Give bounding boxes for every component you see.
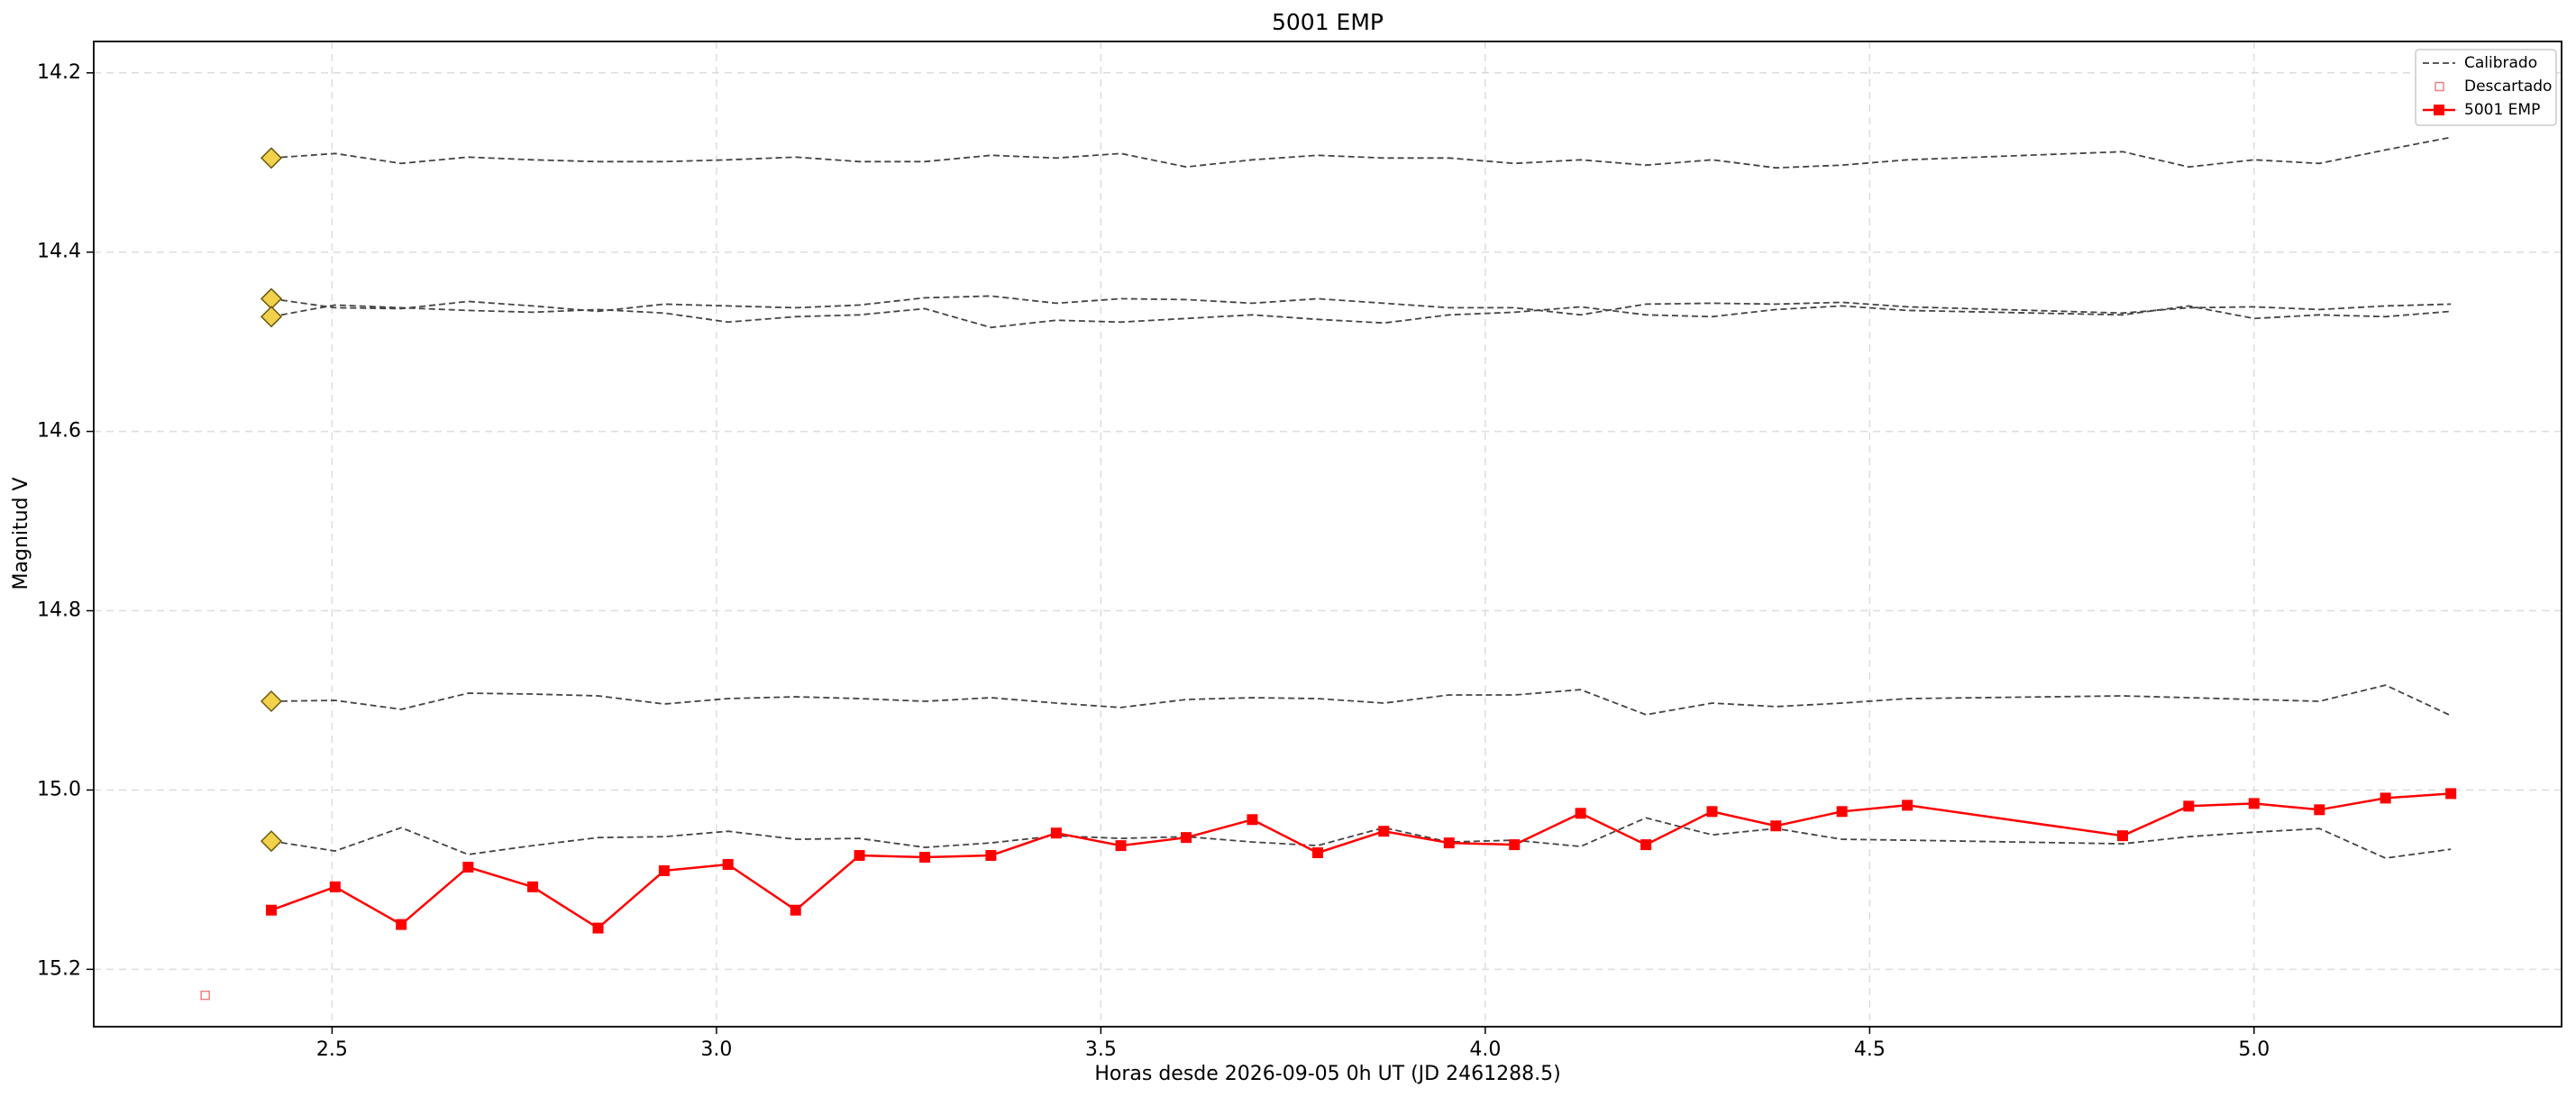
- y-tick-label: 14.6: [37, 420, 81, 443]
- calibrated-marker: [260, 830, 283, 853]
- target-point: [722, 858, 734, 870]
- x-tick-label: 2.5: [316, 1038, 348, 1061]
- calibrated-line: [270, 136, 2452, 169]
- legend-label: 5001 EMP: [2464, 101, 2540, 119]
- target-point: [2248, 798, 2260, 809]
- target-point: [592, 922, 604, 934]
- target-point: [1181, 832, 1192, 844]
- target-point: [527, 881, 539, 892]
- target-point: [658, 864, 670, 876]
- y-tick-label: 15.0: [37, 778, 81, 800]
- calibrated-line: [270, 684, 2452, 717]
- calibrated-line: [270, 817, 2452, 859]
- target-point: [1706, 806, 1718, 818]
- y-tick-label: 14.2: [37, 61, 81, 84]
- y-tick-label: 14.8: [37, 599, 81, 622]
- target-point: [854, 850, 865, 862]
- y-tick-label: 15.2: [37, 957, 81, 980]
- y-axis-label: Magnitud V: [10, 477, 32, 590]
- target-point: [790, 904, 801, 916]
- target-point: [985, 850, 997, 862]
- target-point: [1902, 800, 1914, 811]
- target-point: [1247, 814, 1258, 826]
- target-point: [1311, 847, 1323, 859]
- target-point: [1836, 806, 1848, 818]
- target-point: [329, 881, 341, 892]
- target-point: [396, 919, 407, 930]
- x-tick-label: 5.0: [2238, 1038, 2270, 1061]
- target-point: [1115, 840, 1127, 852]
- target-point: [1575, 808, 1586, 819]
- legend-label: Descartado: [2464, 78, 2552, 96]
- x-tick-label: 4.5: [1854, 1038, 1886, 1061]
- calibrated-marker: [260, 690, 283, 713]
- target-point: [462, 861, 474, 873]
- legend-swatch: [2434, 81, 2444, 92]
- target-point: [2445, 788, 2457, 800]
- target-point: [1509, 839, 1521, 851]
- target-point: [1050, 827, 1062, 839]
- plot-frame: [93, 41, 2562, 1028]
- legend-swatch: [2434, 105, 2444, 115]
- calibrated-line: [270, 304, 2452, 329]
- target-point: [1378, 826, 1390, 837]
- x-axis-label: Horas desde 2026-09-05 0h UT (JD 2461288…: [1094, 1063, 1560, 1085]
- target-point: [1443, 837, 1455, 849]
- target-point: [2314, 804, 2325, 816]
- legend-box: [2415, 49, 2557, 126]
- calibrated-marker: [260, 288, 283, 310]
- y-tick-label: 14.4: [37, 241, 81, 263]
- legend-label: Calibrado: [2464, 54, 2537, 72]
- target-line: [270, 792, 2452, 930]
- target-point: [1640, 839, 1652, 851]
- target-point: [266, 904, 278, 916]
- discarded-point: [200, 990, 210, 1001]
- target-point: [2183, 800, 2195, 812]
- chart-title: 5001 EMP: [1272, 9, 1384, 35]
- target-point: [919, 852, 931, 864]
- target-point: [2380, 792, 2391, 804]
- target-point: [1770, 820, 1782, 832]
- calibrated-marker: [260, 147, 283, 169]
- calibrated-marker: [260, 306, 283, 328]
- target-point: [2116, 830, 2128, 842]
- x-tick-label: 3.5: [1085, 1038, 1117, 1061]
- legend: Calibrado Descartado 5001 EMP: [2415, 49, 2557, 126]
- x-tick-label: 3.0: [700, 1038, 732, 1061]
- x-tick-label: 4.0: [1469, 1038, 1501, 1061]
- calibrated-line: [270, 295, 2452, 316]
